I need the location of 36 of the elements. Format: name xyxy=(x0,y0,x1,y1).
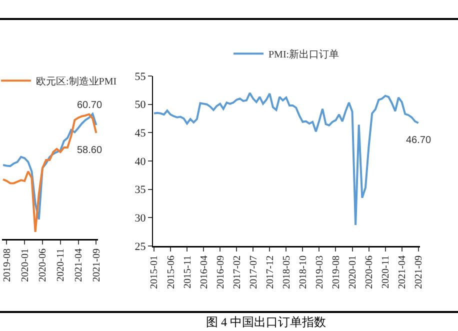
y-tick-label: 55 xyxy=(134,70,146,83)
x-tick-label: 2018-05 xyxy=(281,256,292,289)
y-tick-label: 50 xyxy=(134,99,146,112)
x-tick-label: 2017-02 xyxy=(232,256,243,289)
x-tick-label: 2018-10 xyxy=(298,256,309,289)
x-tick-label: 2017-07 xyxy=(248,256,260,289)
legend-label: PMI:新出口订单 xyxy=(268,48,340,61)
x-tick-label: 2015-06 xyxy=(166,256,177,289)
x-tick-label: 2019-03 xyxy=(314,256,326,289)
x-tick-label: 2021-09 xyxy=(91,248,102,282)
x-tick-label: 2020-06 xyxy=(364,256,376,289)
x-tick-label: 2020-01 xyxy=(348,256,359,289)
y-tick-label: 45 xyxy=(134,128,146,140)
data-label: 46.70 xyxy=(406,135,432,146)
x-tick-label: 2020-11 xyxy=(380,256,392,288)
x-tick-label: 2019-08 xyxy=(330,256,342,289)
text: 图 4 中国出口订单指数 xyxy=(206,314,326,331)
x-tick-label: 2016-09 xyxy=(215,256,226,289)
y-tick-label: 40 xyxy=(134,156,146,168)
y-tick-label: 25 xyxy=(134,240,146,253)
legend-label: 欧元区:制造业PMI xyxy=(36,76,117,88)
x-tick-label: 2015-11 xyxy=(182,256,194,288)
x-tick-label: 2020-01 xyxy=(20,248,31,282)
data-label: 60.70 xyxy=(77,100,102,111)
x-tick-label: 2021-04 xyxy=(397,256,408,289)
x-tick-label: 2017-12 xyxy=(264,256,276,289)
x-tick-label: 2021-09 xyxy=(414,256,425,289)
x-tick-label: 2020-11 xyxy=(56,248,67,282)
x-tick-label: 2015-01 xyxy=(149,256,160,289)
y-tick-label: 30 xyxy=(134,212,146,225)
x-tick-label: 2021-04 xyxy=(74,248,85,282)
data-label: 58.60 xyxy=(77,145,102,156)
y-tick-label: 35 xyxy=(134,184,146,196)
x-tick-label: 2020-06 xyxy=(38,248,49,282)
x-tick-label: 2019-08 xyxy=(2,248,13,282)
x-tick-label: 2016-04 xyxy=(198,256,210,289)
